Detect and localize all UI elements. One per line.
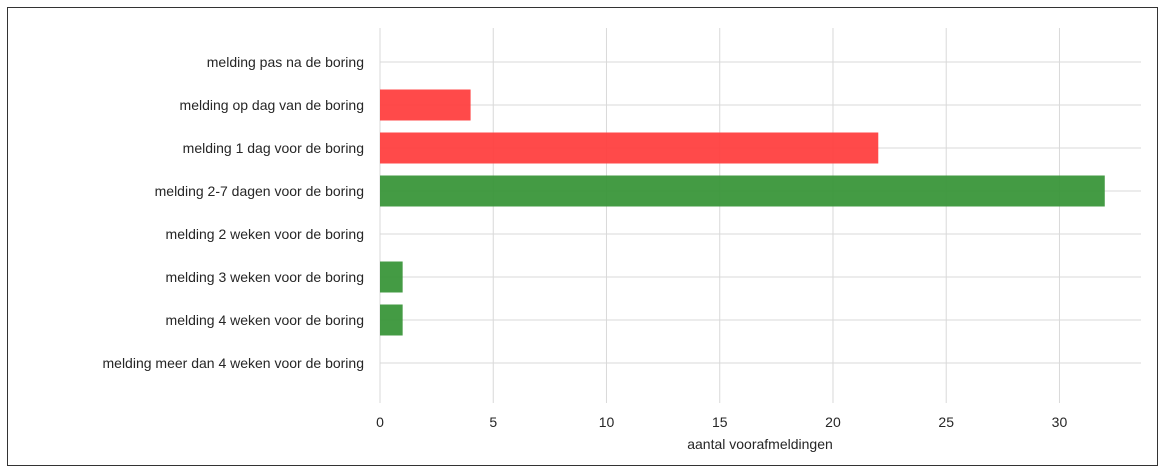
category-label: melding 3 weken voor de boring: [166, 269, 364, 285]
grid-lines: [379, 28, 1141, 403]
x-tick-label: 15: [712, 414, 728, 430]
x-tick-label: 25: [938, 414, 954, 430]
category-label: melding 1 dag voor de boring: [183, 140, 364, 156]
category-label: melding 4 weken voor de boring: [166, 312, 364, 328]
bar: [380, 304, 403, 336]
category-label: melding 2-7 dagen voor de boring: [155, 183, 364, 199]
bars: [380, 89, 1105, 336]
category-label: melding pas na de boring: [207, 54, 364, 70]
x-tick-label: 20: [825, 414, 841, 430]
category-label: melding 2 weken voor de boring: [166, 226, 364, 242]
x-tick-label: 10: [599, 414, 615, 430]
x-tick-label: 30: [1052, 414, 1068, 430]
bar: [380, 175, 1105, 207]
bar: [380, 261, 403, 293]
x-tick-labels: 0 5 10 15 20 25 30: [376, 414, 1067, 430]
category-labels: melding pas na de boring melding op dag v…: [103, 54, 365, 371]
bar: [380, 89, 471, 121]
figure-frame: [7, 7, 1158, 466]
x-axis-label: aantal voorafmeldingen: [687, 436, 833, 452]
category-label: melding meer dan 4 weken voor de boring: [103, 355, 365, 371]
x-tick-label: 5: [489, 414, 497, 430]
x-tick-label: 0: [376, 414, 384, 430]
bar: [380, 132, 879, 164]
category-label: melding op dag van de boring: [180, 97, 364, 113]
